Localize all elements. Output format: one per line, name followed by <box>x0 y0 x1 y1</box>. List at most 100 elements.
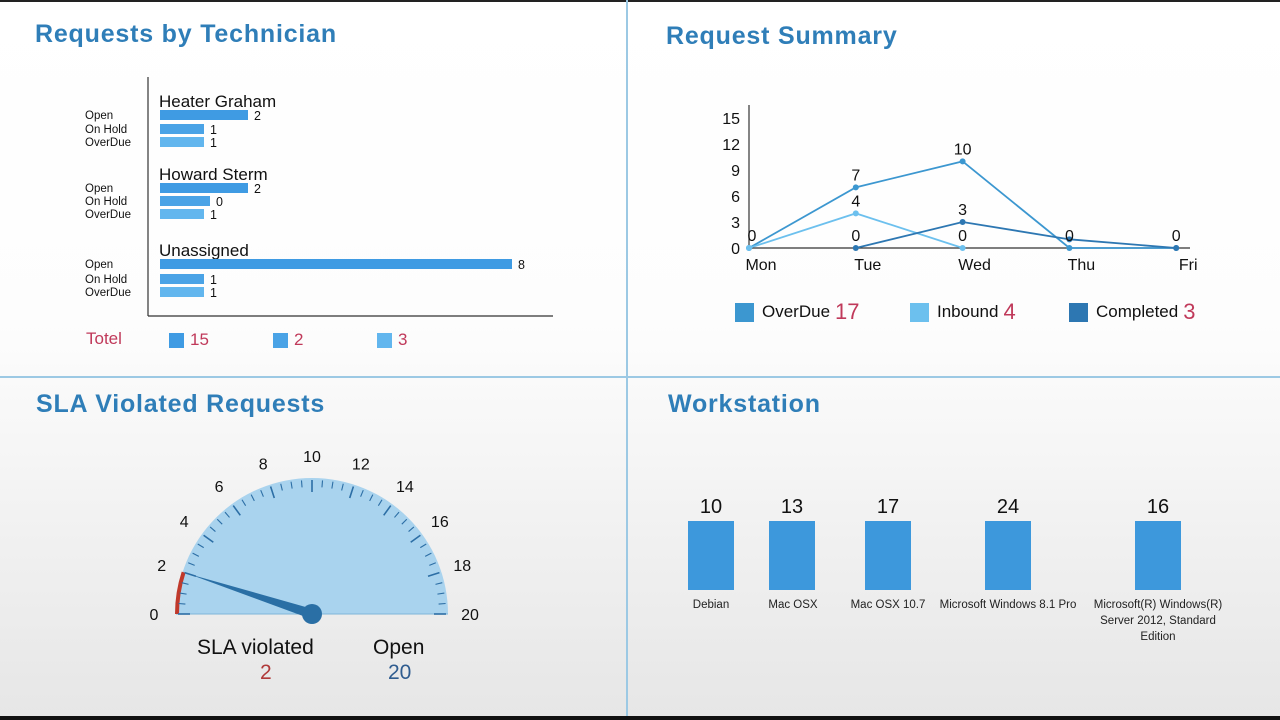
tech-row-label-unassigned-overdue: OverDue <box>85 287 131 299</box>
technician-panel-title: Requests by Technician <box>35 20 337 48</box>
summary-point-overdue-thu <box>1066 245 1073 251</box>
summary-data-label-0: 0 <box>748 228 757 245</box>
gauge-tick-7-5 <box>260 489 264 497</box>
gauge-tick-5-5 <box>224 511 230 518</box>
gauge-tick-13-5 <box>377 499 383 507</box>
tech-bar-howard-sterm-on-hold <box>160 196 210 206</box>
summary-ytick-15: 15 <box>722 111 740 128</box>
gauge-tick-16 <box>410 534 421 543</box>
tech-bar-value-heater-graham-overdue: 1 <box>210 136 217 150</box>
gauge-tick-4-5 <box>209 526 216 532</box>
ws-value-microsoft-windows-8-1-pro: 24 <box>997 496 1019 518</box>
gauge-violated-arc <box>175 571 186 615</box>
summary-point-inbound-mon <box>746 245 752 251</box>
gauge-needle-hub <box>302 604 322 624</box>
ws-label-windows-8-1: Microsoft Windows 8.1 Pro <box>939 599 1077 611</box>
gauge-tick-18 <box>427 571 440 578</box>
gauge-tick-19-5 <box>438 602 446 605</box>
sla-gauge: 0 2 4 6 8 10 12 14 16 18 20 <box>150 449 479 624</box>
legend-inbound-label: Inbound <box>937 302 999 321</box>
summary-ytick-0: 0 <box>731 241 740 258</box>
gauge-face <box>176 478 448 614</box>
tech-bar-howard-sterm-open <box>160 183 248 193</box>
tech-row-label-howard-sterm-overdue: OverDue <box>85 209 131 221</box>
tech-bar-value-unassigned-open: 8 <box>518 258 525 272</box>
total-open-swatch <box>169 332 184 348</box>
gauge-tick-17-5 <box>429 562 437 566</box>
gauge-violated-caption: SLA violated <box>197 636 314 659</box>
summary-data-label-5: 3 <box>958 202 967 219</box>
vertical-divider <box>626 0 628 718</box>
gauge-tick-9 <box>290 481 293 489</box>
gauge-label-2: 2 <box>157 558 166 575</box>
gauge-label-10: 10 <box>303 449 321 466</box>
legend-overdue-label: OverDue <box>762 302 831 321</box>
ws-label-mac-osx-10-7: Mac OSX 10.7 <box>850 599 926 611</box>
gauge-tick-5 <box>216 518 223 525</box>
summary-data-label-3: 0 <box>851 228 860 245</box>
gauge-tick-7 <box>250 494 255 502</box>
gauge-tick-0-5 <box>178 602 186 605</box>
ws-value-debian: 10 <box>700 496 722 518</box>
gauge-label-0: 0 <box>150 607 159 624</box>
summary-point-completed-thu <box>1066 236 1073 243</box>
tech-group-name-heater-graham: Heater Graham <box>159 92 276 111</box>
legend-overdue-swatch <box>735 302 754 322</box>
summary-data-label-8: 0 <box>1172 228 1181 245</box>
gauge-violated-value: 2 <box>260 661 272 684</box>
total-on-hold-swatch <box>273 332 288 348</box>
summary-point-completed-tue <box>852 245 859 251</box>
gauge-tick-12-5 <box>360 489 364 497</box>
summary-ytick-9: 9 <box>731 163 740 180</box>
legend-completed-swatch <box>1069 302 1088 322</box>
gauge-tick-6 <box>232 505 241 516</box>
total-overdue: 3 <box>377 330 407 350</box>
tech-bar-unassigned-open <box>160 259 512 269</box>
ws-label-windows-server: Microsoft(R) Windows(R) Server 2012, Sta… <box>1093 599 1223 643</box>
technician-bar-chart: Heater Graham Open 2 On Hold 1 OverDue 1 Howard… <box>85 77 553 317</box>
tech-bar-value-howard-sterm-open: 2 <box>254 182 261 196</box>
tech-row-label-unassigned-on-hold: On Hold <box>85 274 127 286</box>
summary-point-completed-fri <box>1173 245 1180 251</box>
tech-bar-heater-graham-open <box>160 110 248 120</box>
gauge-tick-10-5 <box>321 480 324 488</box>
legend-overdue-count: 17 <box>835 299 860 324</box>
tech-group-name-howard-sterm: Howard Sterm <box>159 165 268 184</box>
workstation-panel-title: Workstation <box>668 390 821 418</box>
gauge-tick-11-5 <box>341 483 344 491</box>
gauge-tick-19 <box>437 592 445 595</box>
gauge-tick-15 <box>401 518 408 525</box>
bottom-frame-line <box>0 716 1280 720</box>
gauge-label-16: 16 <box>431 514 449 531</box>
summary-line-completed <box>855 221 1177 249</box>
legend-inbound: Inbound 4 <box>910 299 1016 325</box>
tech-bar-value-heater-graham-on-hold: 1 <box>210 123 217 137</box>
tech-group-name-unassigned: Unassigned <box>159 241 249 260</box>
gauge-tick-4 <box>203 534 214 543</box>
tech-bar-heater-graham-overdue <box>160 137 204 147</box>
tech-row-label-howard-sterm-on-hold: On Hold <box>85 196 127 208</box>
summary-data-label-2: 4 <box>851 193 860 210</box>
gauge-tick-12 <box>348 486 355 499</box>
ws-bar-mac-osx <box>769 521 815 590</box>
ws-label-mac-osx: Mac OSX <box>768 599 818 611</box>
tech-bar-unassigned-on-hold <box>160 274 204 284</box>
tech-bar-unassigned-overdue <box>160 287 204 297</box>
summary-point-completed-wed <box>959 219 966 225</box>
summary-ytick-12: 12 <box>722 137 740 154</box>
summary-point-overdue-tue <box>852 184 859 191</box>
gauge-open-caption: Open <box>373 636 425 659</box>
summary-xtick-fri: Fri <box>1179 257 1198 274</box>
gauge-tick-15-5 <box>408 526 415 532</box>
tech-row-label-heater-graham-overdue: OverDue <box>85 137 131 149</box>
gauge-label-12: 12 <box>352 457 370 474</box>
gauge-tick-13 <box>369 494 374 502</box>
gauge-tick-18-5 <box>435 582 443 585</box>
summary-xtick-wed: Wed <box>958 257 991 274</box>
gauge-open-value: 20 <box>388 661 412 684</box>
gauge-label-18: 18 <box>453 558 471 575</box>
summary-xtick-tue: Tue <box>854 257 881 274</box>
summary-ytick-6: 6 <box>731 189 740 206</box>
gauge-tick-1 <box>179 592 187 595</box>
gauge-label-6: 6 <box>215 479 224 496</box>
